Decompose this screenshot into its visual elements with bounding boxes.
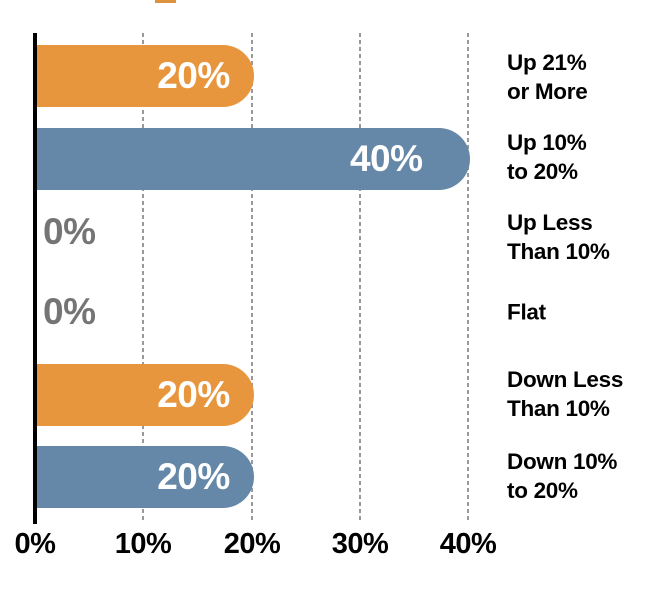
category-label-up-less-than-10: Up Less Than 10% (507, 208, 610, 266)
plot-area: 20% 40% 0% 0% 20% 20% 20% 40% 0% 0% 20% … (33, 33, 493, 524)
category-line: Down 10% (507, 449, 618, 474)
category-line: Than 10% (507, 239, 610, 264)
gridline-10pct (142, 33, 144, 523)
category-line: Down Less (507, 367, 624, 392)
gridline-20pct (251, 33, 253, 523)
x-axis-tick-10pct: 10% (114, 528, 172, 560)
x-axis-tick-0pct: 0% (14, 528, 56, 560)
category-label-flat: Flat (507, 298, 546, 327)
bar-value-label: 20% (157, 374, 230, 415)
category-line: Flat (507, 299, 546, 325)
x-axis-tick-20pct: 20% (223, 528, 281, 560)
category-line: Than 10% (507, 396, 610, 421)
zero-value-label: 0% (43, 211, 96, 252)
category-label-up-21-or-more: Up 21% or More (507, 48, 588, 106)
category-line: Up 21% (507, 50, 587, 75)
x-axis-tick-30pct: 30% (331, 528, 389, 560)
category-label-down-10-to-20: Down 10% to 20% (507, 447, 617, 505)
bar-down-10-to-20: 20% (37, 446, 254, 508)
category-line: or More (507, 79, 588, 104)
bar-value-label: 20% (157, 55, 230, 96)
category-line: Up 10% (507, 130, 587, 155)
category-line: to 20% (507, 478, 578, 503)
gridline-40pct (467, 33, 469, 523)
bar-up-10-to-20: 40% (37, 128, 471, 190)
x-axis-tick-40pct: 40% (439, 528, 497, 560)
y-axis-line (33, 33, 37, 524)
category-label-down-less-than-10: Down Less Than 10% (507, 365, 623, 423)
bar-up-21-or-more: 20% (37, 45, 254, 107)
category-line: to 20% (507, 159, 578, 184)
bar-down-less-than-10: 20% (37, 364, 254, 426)
bar-value-label: 20% (157, 456, 230, 497)
cropped-title-fragment (155, 0, 176, 3)
category-line: Up Less (507, 210, 593, 235)
gridline-30pct (359, 33, 361, 523)
bar-value-label: 40% (349, 138, 423, 179)
category-label-up-10-to-20: Up 10% to 20% (507, 128, 587, 186)
zero-value-label: 0% (43, 291, 96, 332)
